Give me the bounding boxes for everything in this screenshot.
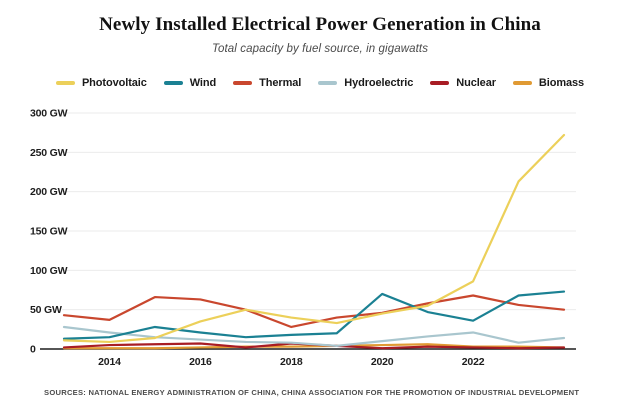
y-axis-tick-label: 200 GW — [30, 186, 68, 198]
chart-subtitle: Total capacity by fuel source, in gigawa… — [211, 42, 429, 55]
legend-item-photovoltaic: Photovoltaic — [55, 77, 147, 89]
x-axis-tick-label: 2016 — [189, 356, 212, 368]
legend-label: Photovoltaic — [81, 77, 147, 89]
series-line-thermal — [62, 294, 566, 329]
chart-title: Newly Installed Electrical Power Generat… — [99, 14, 541, 35]
series-line-wind — [62, 290, 566, 340]
series-line-photovoltaic — [62, 133, 566, 344]
legend-item-biomass: Biomass — [512, 77, 585, 89]
legend-swatch-biomass — [512, 81, 532, 85]
legend-swatch-wind — [163, 81, 183, 85]
legend-swatch-nuclear — [430, 81, 450, 85]
legend-swatch-thermal — [233, 81, 253, 85]
y-axis-tick-label: 0 — [30, 344, 36, 356]
legend-label: Hydroelectric — [344, 77, 414, 89]
series-line-hydroelectric — [62, 325, 566, 347]
x-axis-tick-label: 2022 — [462, 356, 485, 368]
legend-label: Wind — [189, 77, 217, 89]
y-axis-tick-label: 250 GW — [30, 147, 68, 159]
y-axis-tick-label: 150 GW — [30, 226, 68, 238]
chart-legend: Photovoltaic Wind Thermal Hydroelectric Nucl… — [0, 74, 640, 92]
x-axis-tick-label: 2014 — [98, 356, 121, 368]
legend-item-thermal: Thermal — [233, 77, 301, 89]
legend-label: Thermal — [259, 77, 302, 89]
legend-item-wind: Wind — [163, 77, 217, 89]
legend-swatch-hydroelectric — [318, 81, 338, 85]
legend-swatch-photovoltaic — [55, 81, 75, 85]
x-axis-tick-label: 2018 — [280, 356, 303, 368]
legend-label: Nuclear — [456, 77, 496, 89]
legend-label: Biomass — [538, 77, 585, 89]
legend-item-hydroelectric: Hydroelectric — [318, 77, 413, 89]
chart-header: Newly Installed Electrical Power Generat… — [0, 14, 640, 55]
y-axis-tick-label: 100 GW — [30, 265, 68, 277]
legend-item-nuclear: Nuclear — [430, 77, 496, 89]
y-axis-tick-label: 300 GW — [30, 108, 68, 120]
y-axis-tick-label: 50 GW — [30, 304, 62, 316]
x-axis-tick-label: 2020 — [371, 356, 394, 368]
source-note: SOURCES: NATIONAL ENERGY ADMINISTRATION … — [44, 388, 580, 397]
